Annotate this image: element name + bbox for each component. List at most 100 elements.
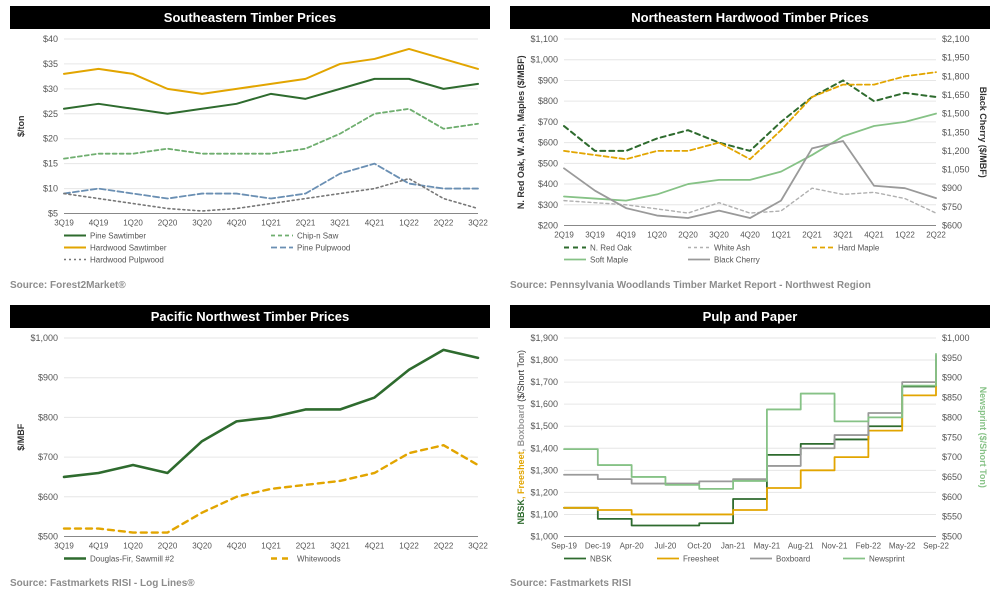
svg-text:Oct-20: Oct-20: [687, 541, 712, 550]
source-pp: Source: Fastmarkets RISI: [510, 578, 990, 589]
svg-text:$1,200: $1,200: [530, 487, 558, 497]
svg-text:$1,800: $1,800: [530, 355, 558, 365]
svg-text:2Q21: 2Q21: [296, 541, 316, 550]
svg-text:$40: $40: [43, 34, 58, 44]
svg-text:Black Cherry ($/MBF): Black Cherry ($/MBF): [978, 87, 988, 178]
svg-text:Newsprint: Newsprint: [869, 554, 905, 563]
svg-text:Hardwood Sawtimber: Hardwood Sawtimber: [90, 244, 167, 253]
svg-text:1Q22: 1Q22: [399, 541, 419, 550]
svg-text:$500: $500: [538, 158, 558, 168]
svg-text:$1,500: $1,500: [530, 421, 558, 431]
svg-text:NBSK, Freesheet, Boxboard ($/S: NBSK, Freesheet, Boxboard ($/Short Ton): [516, 350, 526, 524]
svg-text:Hardwood Pulpwood: Hardwood Pulpwood: [90, 256, 164, 265]
svg-text:$650: $650: [942, 471, 962, 481]
svg-text:3Q21: 3Q21: [330, 541, 350, 550]
svg-text:1Q22: 1Q22: [399, 219, 419, 228]
svg-text:4Q19: 4Q19: [89, 219, 109, 228]
svg-text:N. Red Oak: N. Red Oak: [590, 244, 633, 253]
chart-pnw: $500$600$700$800$900$1,0003Q194Q191Q202Q…: [10, 328, 490, 577]
svg-text:1Q21: 1Q21: [771, 231, 791, 240]
svg-text:Jul-20: Jul-20: [655, 541, 677, 550]
svg-text:$900: $900: [942, 372, 962, 382]
title-ne: Northeastern Hardwood Timber Prices: [510, 6, 990, 29]
svg-text:3Q21: 3Q21: [330, 219, 350, 228]
svg-text:1Q20: 1Q20: [647, 231, 667, 240]
svg-text:$950: $950: [942, 352, 962, 362]
svg-text:$750: $750: [942, 202, 962, 212]
svg-text:4Q19: 4Q19: [616, 231, 636, 240]
svg-text:4Q21: 4Q21: [365, 541, 385, 550]
svg-text:$550: $550: [942, 511, 962, 521]
svg-text:$800: $800: [538, 96, 558, 106]
svg-text:$600: $600: [942, 491, 962, 501]
svg-text:3Q19: 3Q19: [54, 219, 74, 228]
svg-text:$1,100: $1,100: [530, 34, 558, 44]
svg-text:Whitewoods: Whitewoods: [297, 554, 341, 563]
panel-ne: Northeastern Hardwood Timber Prices $200…: [510, 6, 990, 291]
svg-text:$1,600: $1,600: [530, 399, 558, 409]
svg-text:$700: $700: [538, 117, 558, 127]
svg-text:2Q20: 2Q20: [678, 231, 698, 240]
svg-text:$1,050: $1,050: [942, 165, 970, 175]
svg-text:$2,100: $2,100: [942, 34, 970, 44]
svg-text:$500: $500: [942, 531, 962, 541]
svg-text:2Q22: 2Q22: [926, 231, 946, 240]
svg-text:$1,900: $1,900: [530, 333, 558, 343]
svg-text:$/MBF: $/MBF: [16, 423, 26, 451]
svg-text:2Q20: 2Q20: [158, 219, 178, 228]
panel-se: Southeastern Timber Prices $5$10$15$20$2…: [10, 6, 490, 291]
svg-text:$20: $20: [43, 134, 58, 144]
svg-text:Pine Pulpwood: Pine Pulpwood: [297, 244, 350, 253]
svg-text:2Q19: 2Q19: [554, 231, 574, 240]
source-ne: Source: Pennsylvania Woodlands Timber Ma…: [510, 280, 990, 291]
svg-text:4Q19: 4Q19: [89, 541, 109, 550]
svg-text:4Q21: 4Q21: [864, 231, 884, 240]
svg-text:Pine Sawtimber: Pine Sawtimber: [90, 232, 146, 241]
svg-text:$200: $200: [538, 221, 558, 231]
svg-text:1Q20: 1Q20: [123, 219, 143, 228]
svg-text:2Q22: 2Q22: [434, 541, 454, 550]
svg-text:$700: $700: [38, 452, 58, 462]
svg-text:$700: $700: [942, 452, 962, 462]
svg-text:Newsprint ($/Short Ton): Newsprint ($/Short Ton): [978, 386, 988, 487]
svg-text:$800: $800: [942, 412, 962, 422]
svg-text:4Q20: 4Q20: [227, 219, 247, 228]
svg-text:1Q20: 1Q20: [123, 541, 143, 550]
svg-text:$25: $25: [43, 109, 58, 119]
title-pnw: Pacific Northwest Timber Prices: [10, 305, 490, 328]
svg-text:$1,100: $1,100: [530, 509, 558, 519]
svg-text:$600: $600: [38, 491, 58, 501]
svg-text:Soft Maple: Soft Maple: [590, 256, 629, 265]
svg-text:Freesheet: Freesheet: [683, 554, 720, 563]
svg-text:$500: $500: [38, 531, 58, 541]
svg-text:Boxboard: Boxboard: [776, 554, 810, 563]
svg-text:3Q20: 3Q20: [709, 231, 729, 240]
svg-text:$750: $750: [942, 432, 962, 442]
svg-text:$600: $600: [538, 138, 558, 148]
svg-text:Feb-22: Feb-22: [856, 541, 882, 550]
svg-text:$5: $5: [48, 209, 58, 219]
source-se: Source: Forest2Market®: [10, 280, 490, 291]
svg-text:$800: $800: [38, 412, 58, 422]
svg-text:1Q21: 1Q21: [261, 541, 281, 550]
svg-text:$1,700: $1,700: [530, 377, 558, 387]
panel-pnw: Pacific Northwest Timber Prices $500 $600…: [10, 305, 490, 590]
svg-text:Nov-21: Nov-21: [822, 541, 848, 550]
svg-text:3Q20: 3Q20: [192, 541, 212, 550]
svg-text:May-22: May-22: [889, 541, 916, 550]
title-pp: Pulp and Paper: [510, 305, 990, 328]
svg-text:Dec-19: Dec-19: [585, 541, 611, 550]
panel-pp: Pulp and Paper $1,000$1,100$1,200$1,300$…: [510, 305, 990, 590]
svg-text:Chip-n Saw: Chip-n Saw: [297, 232, 339, 241]
svg-text:2Q20: 2Q20: [158, 541, 178, 550]
svg-text:$850: $850: [942, 392, 962, 402]
svg-text:3Q21: 3Q21: [833, 231, 853, 240]
svg-text:$300: $300: [538, 200, 558, 210]
svg-text:Sep-19: Sep-19: [551, 541, 577, 550]
svg-text:Jan-21: Jan-21: [721, 541, 746, 550]
svg-text:$1,950: $1,950: [942, 53, 970, 63]
svg-text:Black Cherry: Black Cherry: [714, 256, 760, 265]
svg-text:$1,800: $1,800: [942, 71, 970, 81]
svg-text:$1,200: $1,200: [942, 146, 970, 156]
svg-text:$1,000: $1,000: [530, 55, 558, 65]
